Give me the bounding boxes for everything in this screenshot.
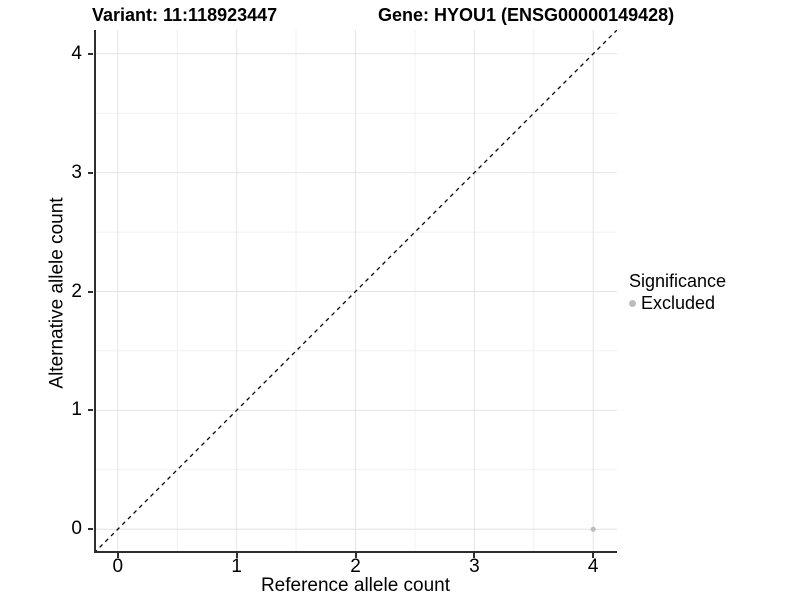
x-tick-mark	[116, 553, 119, 558]
y-tick-mark	[88, 171, 93, 174]
y-tick-label: 1	[71, 399, 82, 421]
legend: Significance Excluded	[629, 271, 726, 314]
x-axis-title: Reference allele count	[260, 575, 451, 596]
data-point	[590, 526, 596, 532]
y-tick-mark	[88, 528, 93, 531]
x-tick-label: 2	[350, 556, 361, 577]
x-tick-mark	[592, 553, 595, 558]
y-tick-mark	[88, 290, 93, 293]
legend-title: Significance	[629, 271, 727, 291]
y-tick-label: 3	[71, 161, 82, 183]
x-tick-label: 1	[231, 556, 242, 577]
legend-items: Excluded	[629, 293, 726, 314]
x-tick-mark	[473, 553, 476, 558]
y-axis-tick-marks	[88, 30, 94, 553]
plot-panel	[94, 30, 617, 553]
gene-title: Gene: HYOU1 (ENSG00000149428)	[378, 5, 675, 25]
y-axis-tick-labels: 0 1 2 3 4	[0, 30, 82, 553]
x-tick-label: 0	[112, 556, 124, 577]
identity-reference-line	[94, 30, 617, 553]
x-axis-tick-labels: 0 1 2 3 4	[94, 556, 617, 578]
legend-item-label: Excluded	[641, 293, 716, 313]
y-axis-title: Alternative allele count	[46, 197, 68, 389]
legend-key-dot-icon	[629, 300, 636, 307]
x-axis-tick-marks	[94, 553, 617, 559]
x-tick-mark	[235, 553, 238, 558]
y-tick-label: 0	[71, 518, 82, 540]
x-tick-mark	[354, 553, 357, 558]
scatter-plot-canvas	[94, 30, 617, 553]
legend-item: Excluded	[629, 293, 726, 314]
variant-title: Variant: 11:118923447	[92, 5, 278, 25]
x-tick-label: 3	[469, 556, 480, 577]
x-tick-label: 4	[587, 556, 599, 577]
y-tick-mark	[88, 52, 93, 55]
y-tick-label: 4	[71, 42, 82, 64]
y-tick-mark	[88, 409, 93, 412]
y-tick-label: 2	[71, 280, 82, 302]
